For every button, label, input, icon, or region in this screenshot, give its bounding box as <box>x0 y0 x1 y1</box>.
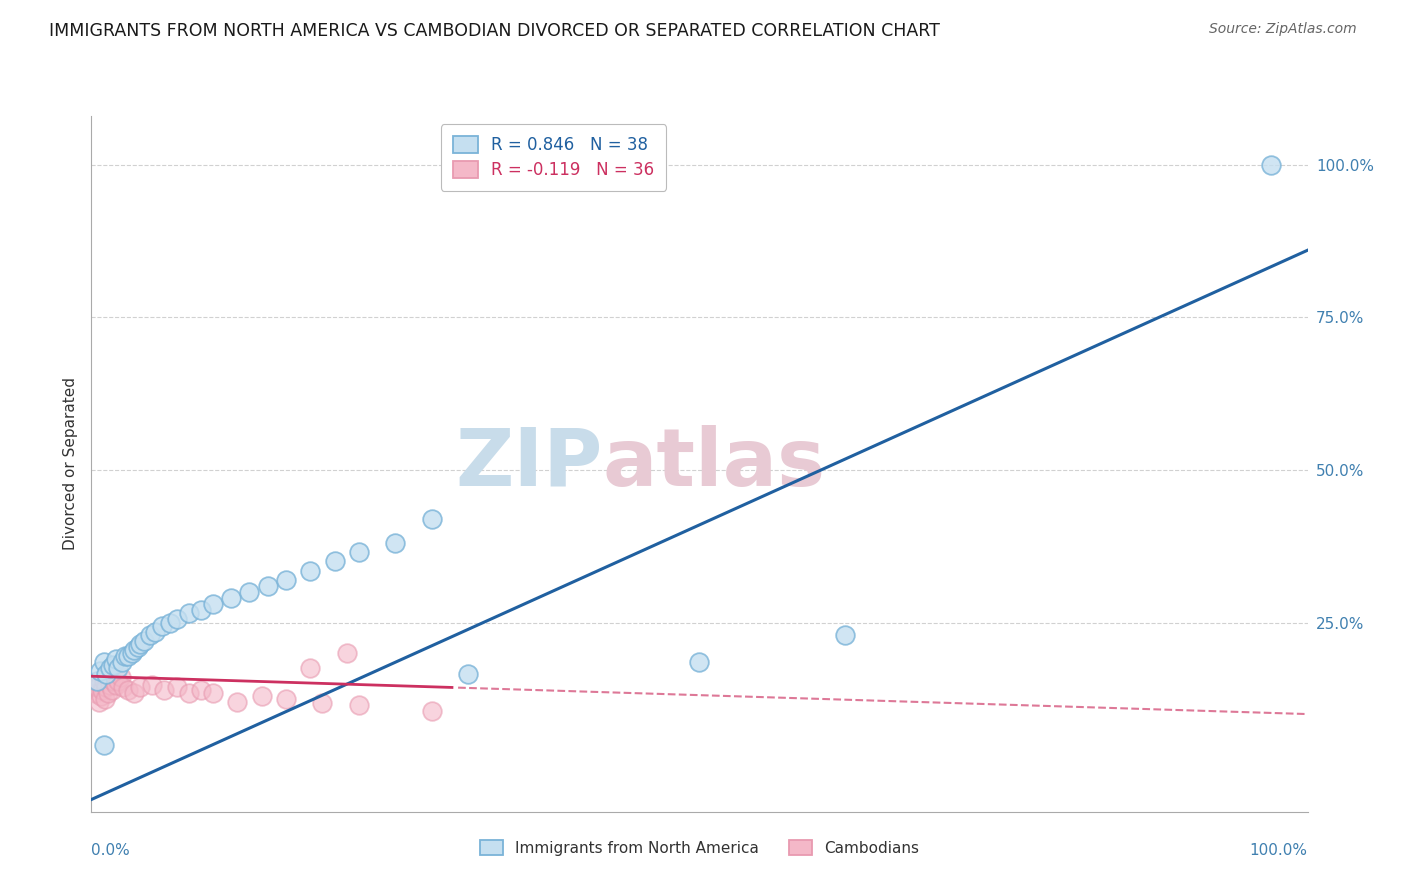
Point <box>219 591 242 606</box>
Point <box>299 564 322 578</box>
Point <box>129 637 152 651</box>
Point <box>141 678 163 692</box>
Point <box>104 652 127 666</box>
Point <box>202 686 225 700</box>
Point <box>1260 158 1282 172</box>
Point <box>127 640 149 654</box>
Point <box>122 686 145 700</box>
Point <box>143 624 166 639</box>
Point <box>420 512 443 526</box>
Point <box>104 678 127 692</box>
Point <box>311 696 333 710</box>
Point <box>86 673 108 688</box>
Point <box>238 585 260 599</box>
Point <box>159 615 181 630</box>
Point <box>96 670 118 684</box>
Point <box>139 628 162 642</box>
Point <box>166 612 188 626</box>
Point <box>226 695 249 709</box>
Point <box>94 691 117 706</box>
Point <box>122 643 145 657</box>
Point <box>150 618 173 632</box>
Text: Source: ZipAtlas.com: Source: ZipAtlas.com <box>1209 22 1357 37</box>
Point <box>114 649 136 664</box>
Point <box>250 689 273 703</box>
Point <box>94 680 117 694</box>
Point <box>688 655 710 669</box>
Point <box>93 673 115 688</box>
Point <box>100 669 122 683</box>
Point <box>89 665 111 679</box>
Point <box>93 655 115 669</box>
Text: 0.0%: 0.0% <box>91 843 131 858</box>
Point <box>274 691 297 706</box>
Point <box>98 678 121 692</box>
Point <box>89 676 111 690</box>
Text: IMMIGRANTS FROM NORTH AMERICA VS CAMBODIAN DIVORCED OR SEPARATED CORRELATION CHA: IMMIGRANTS FROM NORTH AMERICA VS CAMBODI… <box>49 22 941 40</box>
Point <box>84 686 107 700</box>
Point <box>177 686 200 700</box>
Point <box>347 698 370 712</box>
Point <box>202 597 225 611</box>
Point <box>87 695 110 709</box>
Point <box>190 682 212 697</box>
Point <box>274 573 297 587</box>
Point <box>384 536 406 550</box>
Y-axis label: Divorced or Separated: Divorced or Separated <box>62 377 77 550</box>
Point <box>90 689 112 703</box>
Point <box>111 680 134 694</box>
Point <box>190 603 212 617</box>
Point <box>110 670 132 684</box>
Point <box>101 682 124 697</box>
Point <box>166 680 188 694</box>
Point <box>256 579 278 593</box>
Text: 100.0%: 100.0% <box>1250 843 1308 858</box>
Point <box>97 686 120 700</box>
Point <box>103 673 125 688</box>
Point <box>323 554 346 568</box>
Point <box>299 661 322 675</box>
Point <box>129 680 152 694</box>
Point <box>336 646 359 660</box>
Point <box>98 661 121 675</box>
Point <box>107 661 129 675</box>
Point <box>132 633 155 648</box>
Point <box>177 607 200 621</box>
Point <box>457 667 479 681</box>
Point <box>111 655 134 669</box>
Point <box>91 682 114 697</box>
Point <box>153 682 176 697</box>
Point <box>117 649 139 664</box>
Point <box>121 646 143 660</box>
Point <box>117 682 139 697</box>
Point <box>103 658 125 673</box>
Point <box>420 704 443 718</box>
Point <box>93 738 115 752</box>
Legend: Immigrants from North America, Cambodians: Immigrants from North America, Cambodian… <box>472 832 927 863</box>
Point <box>107 673 129 688</box>
Point <box>94 667 117 681</box>
Text: ZIP: ZIP <box>456 425 602 503</box>
Text: atlas: atlas <box>602 425 825 503</box>
Point <box>834 628 856 642</box>
Point <box>86 680 108 694</box>
Point <box>347 545 370 559</box>
